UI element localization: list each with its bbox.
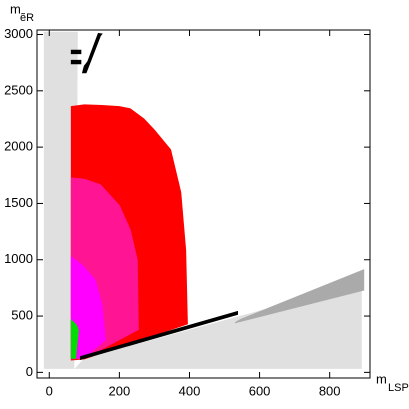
y-tick-label: 2000 [4, 139, 33, 154]
x-label-main: m [376, 371, 387, 386]
y-tick-label: 3000 [4, 26, 33, 41]
x-tick-label: 400 [179, 383, 201, 398]
plot-frame [36, 29, 371, 379]
x-label-sub: LSP [388, 382, 409, 394]
region [79, 310, 239, 361]
y-label-main: m [10, 1, 21, 16]
x-tick-label: 600 [249, 383, 271, 398]
region [70, 319, 79, 359]
x-tick-label: 200 [109, 383, 131, 398]
y-tick-label: 0 [26, 364, 33, 379]
x-tick-label: 0 [46, 383, 53, 398]
y-tick-label: 1000 [4, 251, 33, 266]
x-tick-label: 800 [319, 383, 341, 398]
y-tick-label: 1500 [4, 195, 33, 210]
region [70, 59, 82, 65]
region [70, 49, 82, 55]
y-label-sub: ẽR [20, 12, 34, 24]
region [234, 269, 365, 324]
y-tick-label: 500 [11, 307, 33, 322]
region [81, 32, 103, 74]
y-tick-label: 2500 [4, 82, 33, 97]
